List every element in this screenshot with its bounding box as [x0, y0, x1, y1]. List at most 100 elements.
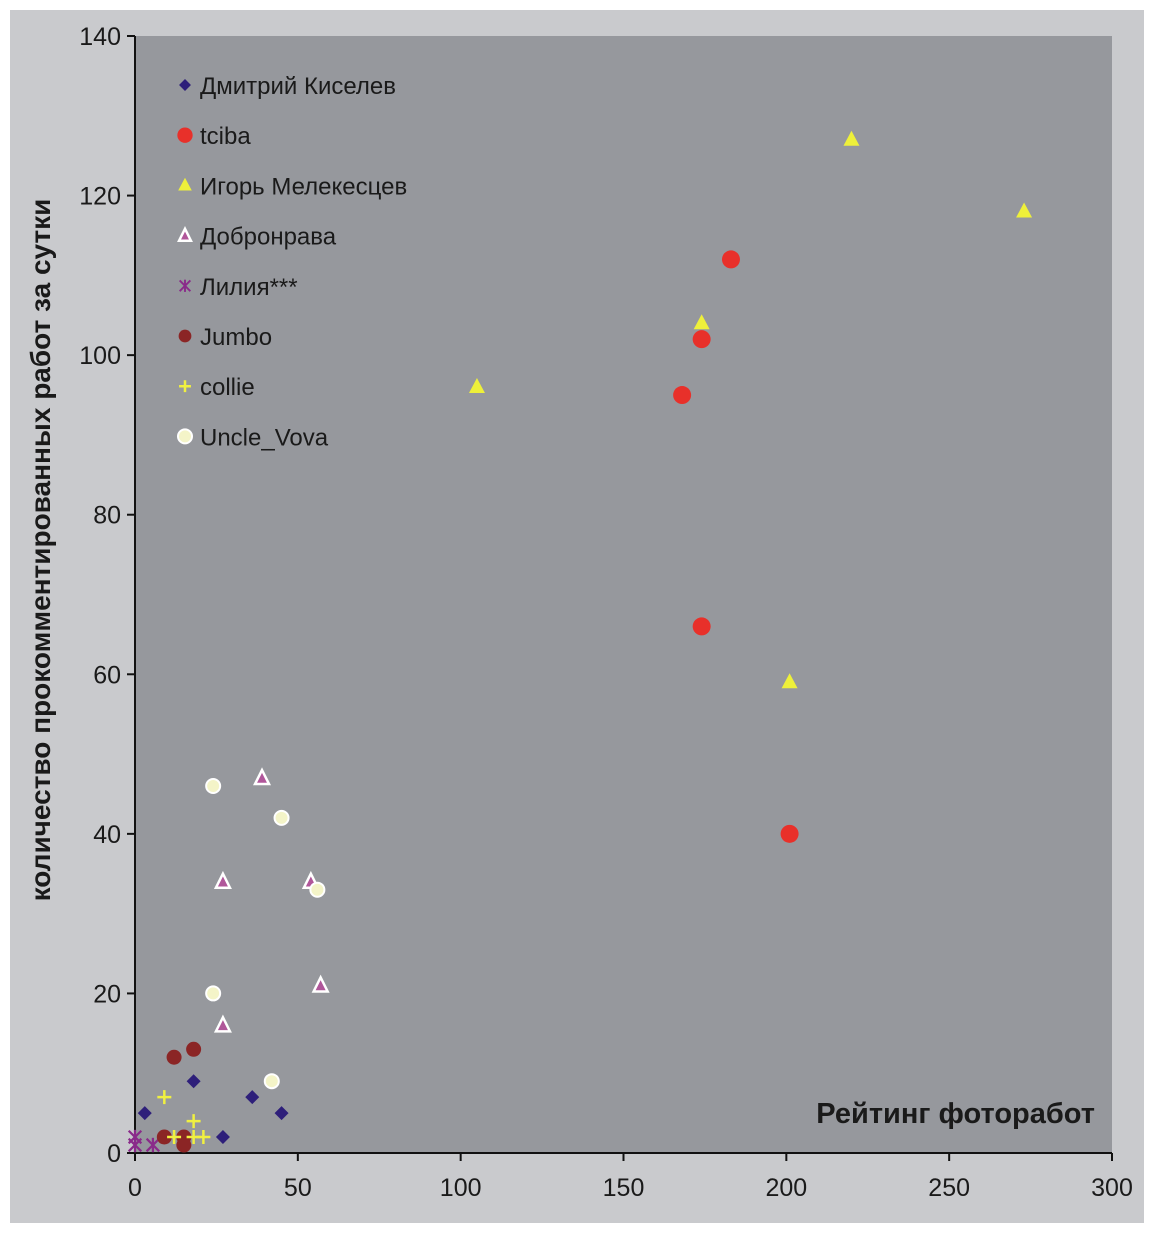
- data-point: [145, 1137, 161, 1153]
- legend-label: Игорь Мелекесцев: [200, 173, 407, 200]
- data-point: [252, 767, 272, 786]
- data-point: [1016, 202, 1033, 218]
- series-6: [157, 1090, 211, 1145]
- circle-mark: [673, 386, 692, 405]
- data-point: [176, 1137, 192, 1153]
- legend-marker: [177, 127, 193, 143]
- data-point: [156, 1129, 172, 1145]
- diamond-mark: [245, 1090, 260, 1105]
- series-7: [205, 777, 326, 1090]
- data-point: [186, 1074, 201, 1089]
- legend-marker: [178, 279, 192, 292]
- legend-label: collie: [200, 374, 255, 401]
- data-point: [273, 809, 290, 826]
- diamond-mark: [186, 1074, 201, 1089]
- legend-label: Uncle_Vova: [200, 424, 329, 451]
- diamond-mark: [137, 1106, 152, 1121]
- data-point: [692, 330, 711, 349]
- y-tick-label: 100: [79, 342, 121, 370]
- triangle-mark: [693, 314, 710, 330]
- plot-area: [135, 36, 1112, 1153]
- x-tick-label: 100: [440, 1174, 482, 1202]
- y-tick-label: 20: [93, 980, 121, 1008]
- plus-mark: [167, 1130, 182, 1145]
- legend-marker: [179, 79, 191, 91]
- diamond-mark: [274, 1106, 289, 1121]
- legend-marker: [177, 428, 193, 445]
- circle-mark: [780, 824, 799, 843]
- legend-label: tciba: [200, 123, 251, 150]
- data-point: [213, 870, 232, 889]
- circle-mark: [177, 127, 193, 143]
- legend-marker: [177, 226, 193, 242]
- circle-mark: [176, 1137, 192, 1153]
- data-point: [157, 1090, 172, 1105]
- x-axis-label: Рейтинг фоторабот: [816, 1098, 1095, 1130]
- series-1: [673, 250, 799, 843]
- data-point: [137, 1106, 152, 1121]
- data-point: [311, 974, 330, 993]
- data-point: [245, 1090, 260, 1105]
- data-point: [274, 1106, 289, 1121]
- data-point: [205, 777, 222, 794]
- data-point: [468, 378, 485, 394]
- data-point: [309, 881, 326, 898]
- legend-marker: [178, 177, 192, 191]
- circle-light-mark: [263, 1073, 280, 1090]
- y-tick-label: 40: [93, 821, 121, 849]
- circle-mark: [178, 329, 192, 343]
- circle-mark: [186, 1041, 202, 1057]
- data-point: [127, 1137, 143, 1153]
- data-point: [213, 1014, 232, 1033]
- triangle-mark: [843, 130, 860, 146]
- x-tick-label: 200: [765, 1174, 807, 1202]
- circle-mark: [721, 250, 740, 269]
- x-tick-label: 0: [128, 1174, 142, 1202]
- data-point: [166, 1049, 182, 1065]
- diamond-mark: [179, 79, 191, 91]
- data-point: [693, 314, 710, 330]
- triangle-mark: [781, 673, 798, 689]
- y-tick-label: 0: [107, 1140, 121, 1168]
- data-point: [263, 1073, 280, 1090]
- series-4: [127, 1129, 161, 1153]
- circle-light-mark: [177, 428, 193, 445]
- triangle-mark: [468, 378, 485, 394]
- x-tick-label: 250: [928, 1174, 970, 1202]
- data-point: [215, 1130, 230, 1145]
- plus-mark: [157, 1090, 172, 1105]
- diamond-mark: [215, 1130, 230, 1145]
- data-point: [186, 1041, 202, 1057]
- legend-label: Jumbo: [200, 324, 272, 351]
- triangle-outline-mark: [213, 870, 232, 889]
- y-tick-label: 80: [93, 502, 121, 530]
- circle-light-mark: [205, 985, 222, 1002]
- plus-mark: [196, 1130, 211, 1145]
- series-3: [213, 767, 330, 1033]
- triangle-outline-mark: [177, 226, 193, 242]
- data-point: [692, 617, 711, 636]
- series-2: [468, 130, 1033, 689]
- data-point: [205, 985, 222, 1002]
- plus-mark: [186, 1114, 201, 1129]
- triangle-mark: [1016, 202, 1033, 218]
- data-point: [167, 1130, 182, 1145]
- legend-marker: [179, 380, 191, 393]
- plus-mark: [179, 380, 191, 393]
- data-point: [843, 130, 860, 146]
- legend-label: Добронрава: [200, 224, 337, 251]
- triangle-outline-mark: [311, 974, 330, 993]
- triangle-mark: [178, 177, 192, 191]
- circle-mark: [692, 330, 711, 349]
- x-tick-label: 50: [284, 1174, 312, 1202]
- data-point: [673, 386, 692, 405]
- y-tick-label: 140: [79, 23, 121, 51]
- y-tick-label: 60: [93, 661, 121, 689]
- data-point: [781, 673, 798, 689]
- legend-marker: [178, 329, 192, 343]
- data-point: [721, 250, 740, 269]
- legend-label: Дмитрий Киселев: [200, 73, 396, 100]
- y-tick-label: 120: [79, 183, 121, 211]
- data-point: [196, 1130, 211, 1145]
